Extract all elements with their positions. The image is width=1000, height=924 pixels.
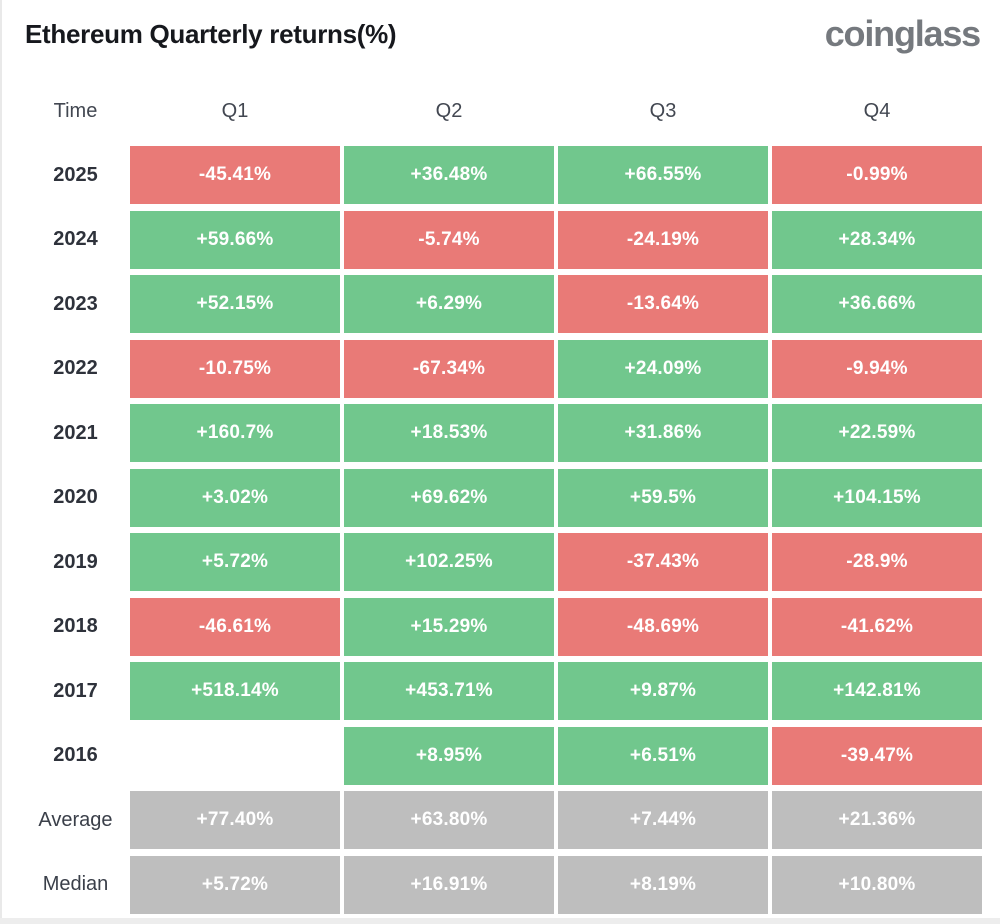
cell-2020-q1: +3.02% (130, 468, 340, 527)
cell-2019-q1: +5.72% (130, 533, 340, 591)
cell-average-q4: +21.36% (772, 791, 982, 849)
row-label-median: Median (42, 873, 109, 895)
left-edge-divider (0, 0, 2, 924)
page-title: Ethereum Quarterly returns(%) (25, 18, 397, 49)
cell-2024-q4: +28.34% (772, 210, 982, 269)
cell-2021-q4: +22.59% (772, 404, 982, 462)
cell-2022-q4: -9.94% (772, 339, 982, 398)
cell-2016-q4: -39.47% (772, 726, 982, 785)
table-row-2018: 2018 -46.61% +15.29% -48.69% -41.62% (25, 597, 1000, 656)
row-label-2016: 2016 (53, 744, 98, 766)
table-row-2017: 2017 +518.14% +453.71% +9.87% +142.81% (25, 662, 1000, 720)
cell-2025-q1: -45.41% (130, 146, 340, 204)
column-header-time: Time (53, 99, 98, 122)
column-header-q2: Q2 (435, 99, 463, 122)
cell-2025-q4: -0.99% (772, 146, 982, 204)
cell-2017-q3: +9.87% (558, 662, 768, 720)
cell-2023-q4: +36.66% (772, 275, 982, 333)
table-row-median: Median +5.72% +16.91% +8.19% +10.80% (25, 855, 1000, 914)
table-row-2016: 2016 +8.95% +6.51% -39.47% (25, 726, 1000, 785)
cell-average-q1: +77.40% (130, 791, 340, 849)
cell-median-q4: +10.80% (772, 855, 982, 914)
column-header-q4: Q4 (863, 99, 891, 122)
cell-2019-q4: -28.9% (772, 533, 982, 591)
cell-2020-q3: +59.5% (558, 468, 768, 527)
cell-2023-q3: -13.64% (558, 275, 768, 333)
row-label-2024: 2024 (53, 228, 98, 250)
cell-2018-q2: +15.29% (344, 597, 554, 656)
cell-2017-q2: +453.71% (344, 662, 554, 720)
row-label-2021: 2021 (53, 421, 98, 444)
cell-2025-q2: +36.48% (344, 146, 554, 204)
cell-median-q2: +16.91% (344, 855, 554, 914)
cell-2021-q2: +18.53% (344, 404, 554, 462)
table-header-row: Time Q1 Q2 Q3 Q4 (25, 91, 1000, 131)
cell-2018-q3: -48.69% (558, 597, 768, 656)
cell-2023-q2: +6.29% (344, 275, 554, 333)
page-bottom-edge (0, 918, 1000, 924)
table-row-2021: 2021 +160.7% +18.53% +31.86% +22.59% (25, 404, 1000, 462)
row-label-2025: 2025 (53, 163, 98, 186)
row-label-2022: 2022 (53, 357, 98, 379)
cell-2024-q2: -5.74% (344, 210, 554, 269)
cell-median-q3: +8.19% (558, 855, 768, 914)
cell-2025-q3: +66.55% (558, 146, 768, 204)
cell-2019-q3: -37.43% (558, 533, 768, 591)
table-row-2023: 2023 +52.15% +6.29% -13.64% +36.66% (25, 275, 1000, 333)
coinglass-logo[interactable]: coinglass (824, 13, 981, 54)
table-row-average: Average +77.40% +63.80% +7.44% +21.36% (25, 791, 1000, 849)
cell-median-q1: +5.72% (130, 855, 340, 914)
row-label-2019: 2019 (53, 550, 98, 573)
cell-2018-q4: -41.62% (772, 597, 982, 656)
cell-2024-q3: -24.19% (558, 210, 768, 269)
cell-2024-q1: +59.66% (130, 210, 340, 269)
cell-2017-q4: +142.81% (772, 662, 982, 720)
returns-table-body: 2025 -45.41% +36.48% +66.55% -0.99% 2024 +59.6… (25, 146, 1000, 914)
cell-2016-q2: +8.95% (344, 726, 554, 785)
cell-2018-q1: -46.61% (130, 597, 340, 656)
column-header-q3: Q3 (649, 99, 677, 122)
row-label-2018: 2018 (53, 615, 98, 637)
table-row-2025: 2025 -45.41% +36.48% +66.55% -0.99% (25, 146, 1000, 204)
row-label-average: Average (38, 808, 113, 831)
row-label-2023: 2023 (53, 292, 98, 315)
cell-2022-q1: -10.75% (130, 339, 340, 398)
cell-2016-q1 (130, 727, 340, 785)
cell-2016-q3: +6.51% (558, 726, 768, 785)
cell-2017-q1: +518.14% (130, 662, 340, 720)
cell-2023-q1: +52.15% (130, 275, 340, 333)
cell-2020-q2: +69.62% (344, 468, 554, 527)
cell-2020-q4: +104.15% (772, 468, 982, 527)
cell-2021-q1: +160.7% (130, 404, 340, 462)
cell-2021-q3: +31.86% (558, 404, 768, 462)
topbar: Ethereum Quarterly returns(%) coinglass (0, 0, 1000, 54)
cell-2019-q2: +102.25% (344, 533, 554, 591)
cell-2022-q2: -67.34% (344, 339, 554, 398)
table-row-2020: 2020 +3.02% +69.62% +59.5% +104.15% (25, 468, 1000, 527)
cell-2022-q3: +24.09% (558, 339, 768, 398)
table-row-2019: 2019 +5.72% +102.25% -37.43% -28.9% (25, 533, 1000, 591)
column-header-q1: Q1 (221, 99, 249, 122)
row-label-2017: 2017 (53, 679, 98, 702)
row-label-2020: 2020 (53, 486, 98, 508)
table-row-2024: 2024 +59.66% -5.74% -24.19% +28.34% (25, 210, 1000, 269)
table-row-2022: 2022 -10.75% -67.34% +24.09% -9.94% (25, 339, 1000, 398)
cell-average-q2: +63.80% (344, 791, 554, 849)
cell-average-q3: +7.44% (558, 791, 768, 849)
